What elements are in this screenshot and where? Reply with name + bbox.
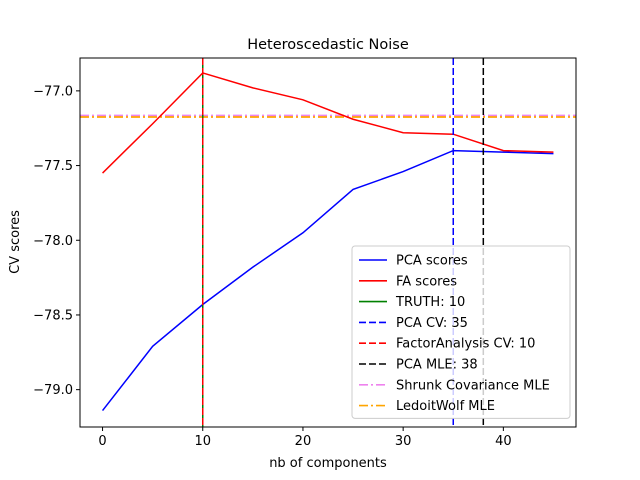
x-axis-label: nb of components [269,456,387,471]
x-tick-label: 0 [98,434,106,449]
legend-label: PCA MLE: 38 [396,358,478,373]
chart-title: Heteroscedastic Noise [247,37,409,53]
y-tick-label: −78.0 [33,234,73,249]
legend-label: LedoitWolf MLE [396,399,495,414]
plot-frame [79,57,577,428]
y-tick-label: −77.5 [33,159,73,174]
y-axis: −79.0 −78.5 −78.0 −77.5 −77.0 [33,84,80,398]
legend-label: Shrunk Covariance MLE [396,378,550,393]
y-tick-label: −78.5 [33,308,73,323]
legend-label: PCA CV: 35 [396,316,468,331]
y-tick-label: −79.0 [33,383,73,398]
legend-label: FactorAnalysis CV: 10 [396,337,535,352]
legend-box [351,245,571,419]
series-line-0 [101,149,554,412]
x-tick-label: 20 [295,434,312,449]
legend-label: PCA scores [396,254,468,269]
y-axis-label: CV scores [8,210,23,274]
legend-label: FA scores [396,274,457,289]
x-axis: 0 10 20 30 40 [98,427,512,449]
x-tick-label: 30 [395,434,412,449]
y-tick-label: −77.0 [33,84,73,99]
legend: PCA scores FA scores TRUTH: 10 PCA CV: 35 Fa… [351,245,571,419]
legend-label: TRUTH: 10 [395,295,465,310]
x-tick-label: 40 [495,434,512,449]
x-tick-label: 10 [194,434,211,449]
series-line-1 [102,72,554,174]
plot-lines [80,58,576,427]
